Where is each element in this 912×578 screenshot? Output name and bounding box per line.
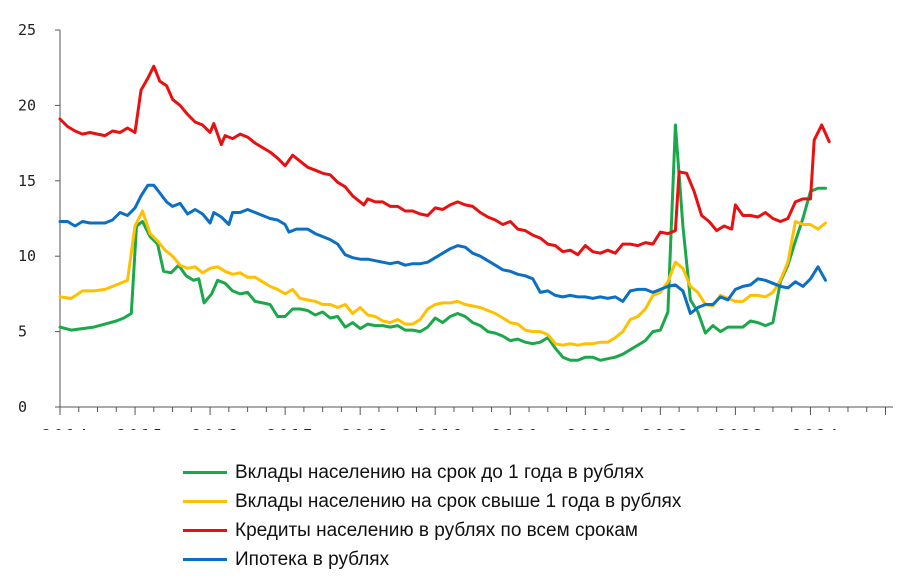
y-tick-label: 15 xyxy=(18,172,36,190)
legend-label: Кредиты населению в рублях по всем срока… xyxy=(235,519,638,541)
tick-labels: 0 5 10 15 20 25 2014 2015 2016 2017 2018 2019 2020 20… xyxy=(18,21,840,430)
legend-label: Вклады населению на срок до 1 года в руб… xyxy=(235,461,644,483)
legend-item: Вклады населению на срок до 1 года в руб… xyxy=(183,458,823,487)
x-tick-label: 2024 xyxy=(792,426,840,430)
legend-swatch xyxy=(183,500,227,503)
x-tick-label: 2016 xyxy=(192,426,240,430)
line-chart: 0 5 10 15 20 25 2014 2015 2016 2017 2018 2019 2020 20… xyxy=(18,21,893,430)
legend-swatch xyxy=(183,558,227,561)
series-layer xyxy=(58,64,831,362)
series-line-1 xyxy=(58,123,827,362)
y-tick-label: 25 xyxy=(18,21,36,39)
x-tick-label: 2014 xyxy=(42,426,90,430)
x-tick-label: 2017 xyxy=(267,426,315,430)
legend-item: Вклады населению на срок свыше 1 года в … xyxy=(183,487,823,516)
x-tick-label: 2019 xyxy=(417,426,465,430)
x-tick-label: 2023 xyxy=(717,426,765,430)
legend: Вклады населению на срок до 1 года в руб… xyxy=(183,458,823,574)
series-line-2 xyxy=(58,209,827,347)
y-tick-label: 20 xyxy=(18,96,36,114)
legend-swatch xyxy=(183,471,227,474)
x-tick-label: 2015 xyxy=(117,426,165,430)
series-line-3 xyxy=(58,64,831,257)
legend-label: Ипотека в рублях xyxy=(235,548,390,570)
x-tick-label: 2021 xyxy=(567,426,615,430)
x-tick-label: 2018 xyxy=(342,426,390,430)
x-tick-label: 2020 xyxy=(492,426,540,430)
legend-label: Вклады населению на срок свыше 1 года в … xyxy=(235,490,682,512)
x-tick-label: 2022 xyxy=(642,426,690,430)
y-tick-label: 0 xyxy=(18,398,27,416)
series-line-4 xyxy=(58,183,827,315)
legend-swatch xyxy=(183,529,227,532)
y-tick-label: 10 xyxy=(18,247,36,265)
legend-item: Кредиты населению в рублях по всем срока… xyxy=(183,516,823,545)
axes xyxy=(55,29,893,415)
y-tick-label: 5 xyxy=(18,323,27,341)
legend-item: Ипотека в рублях xyxy=(183,545,823,574)
